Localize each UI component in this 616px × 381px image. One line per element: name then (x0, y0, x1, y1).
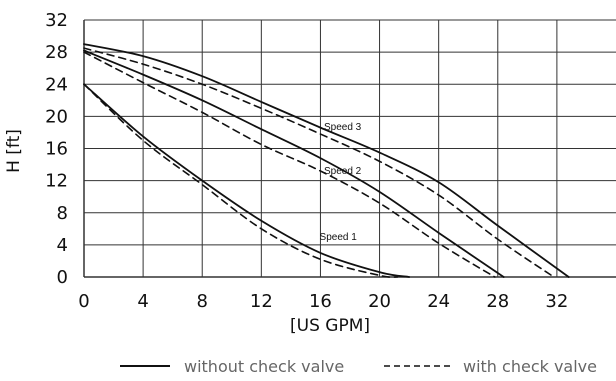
x-tick-layer: 0 4 8 12 16 20 24 28 32 (78, 291, 568, 312)
y-tick-label: 4 (57, 235, 68, 256)
x-tick-label: 0 (78, 291, 89, 312)
y-tick-label: 8 (57, 203, 68, 224)
x-tick-label: 28 (486, 291, 509, 312)
speed3-dashed-curve (83, 47, 555, 278)
y-axis-label: H [ft] (4, 129, 24, 173)
speed-1-label: Speed 1 (320, 232, 358, 243)
x-axis-label: [US GPM] (290, 316, 370, 336)
speed1-solid-curve (83, 83, 411, 278)
x-tick-label: 20 (368, 291, 391, 312)
annotation-layer: Speed 3 Speed 2 Speed 1 (320, 122, 362, 243)
y-tick-label: 0 (57, 267, 68, 288)
grid-layer (83, 19, 616, 278)
legend-without-check-valve: without check valve (184, 357, 344, 376)
y-tick-layer: 0 4 8 12 16 20 24 28 32 (45, 10, 68, 288)
y-tick-label: 28 (45, 42, 68, 63)
legend-with-check-valve: with check valve (463, 357, 597, 376)
y-tick-label: 24 (45, 74, 68, 95)
x-tick-label: 32 (545, 291, 568, 312)
y-tick-label: 16 (45, 139, 68, 160)
legend: without check valve with check valve (120, 357, 597, 376)
x-tick-label: 4 (137, 291, 148, 312)
y-tick-label: 12 (45, 171, 68, 192)
speed2-solid-curve (83, 49, 505, 278)
x-tick-label: 16 (309, 291, 332, 312)
x-tick-label: 12 (250, 291, 273, 312)
y-tick-label: 20 (45, 106, 68, 127)
x-tick-label: 8 (196, 291, 207, 312)
speed-3-label: Speed 3 (324, 122, 362, 133)
series-layer (83, 43, 570, 278)
speed-2-label: Speed 2 (324, 166, 362, 177)
x-tick-label: 24 (427, 291, 450, 312)
speed2-dashed-curve (83, 51, 496, 278)
y-tick-label: 32 (45, 10, 68, 31)
speed3-solid-curve (83, 43, 570, 278)
